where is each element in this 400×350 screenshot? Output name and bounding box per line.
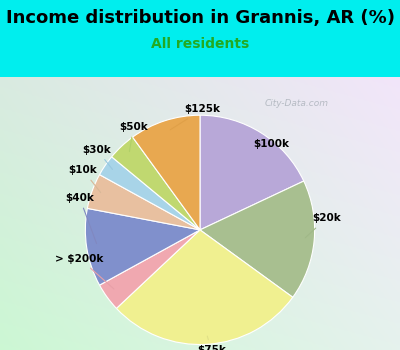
Text: $40k: $40k: [65, 193, 96, 244]
Text: $75k: $75k: [197, 336, 226, 350]
Wedge shape: [87, 175, 200, 230]
Wedge shape: [116, 230, 293, 344]
Wedge shape: [200, 181, 315, 297]
Wedge shape: [112, 137, 200, 230]
Text: $125k: $125k: [170, 105, 220, 130]
Text: All residents: All residents: [151, 37, 249, 51]
Text: > $200k: > $200k: [56, 253, 114, 289]
Wedge shape: [85, 208, 200, 285]
Text: Income distribution in Grannis, AR (%): Income distribution in Grannis, AR (%): [6, 9, 394, 27]
Text: $100k: $100k: [253, 139, 289, 149]
Text: City-Data.com: City-Data.com: [264, 99, 328, 108]
Text: $20k: $20k: [305, 214, 340, 238]
Text: $10k: $10k: [69, 165, 101, 192]
Wedge shape: [100, 157, 200, 230]
Wedge shape: [133, 115, 200, 230]
Wedge shape: [100, 230, 200, 308]
Wedge shape: [200, 115, 304, 230]
Text: $30k: $30k: [82, 145, 112, 169]
Text: $50k: $50k: [119, 122, 148, 152]
